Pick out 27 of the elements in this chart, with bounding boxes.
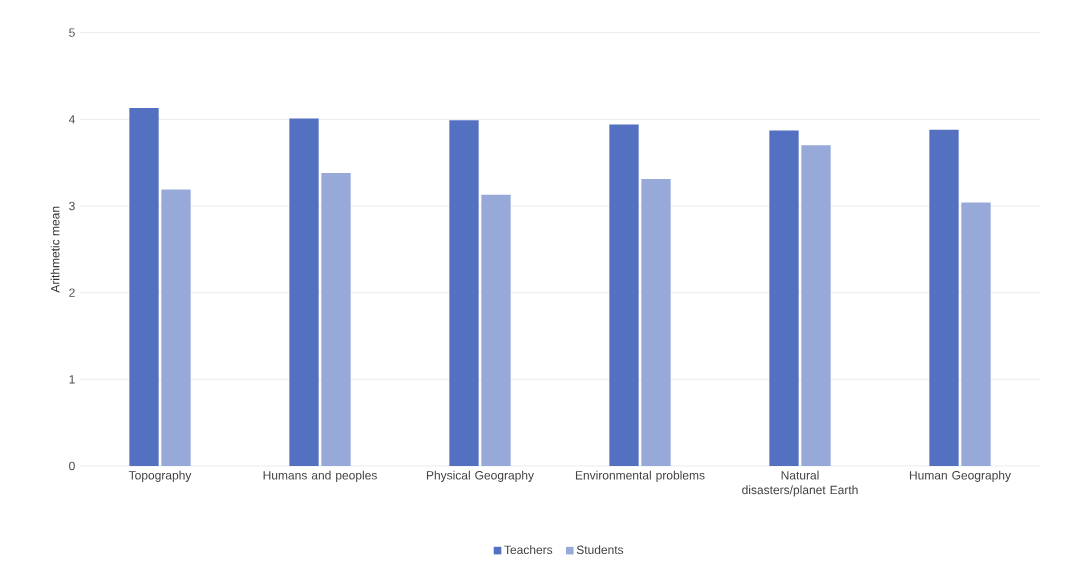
bar (961, 202, 991, 466)
x-tick-label: Natural disasters/planet Earth (742, 470, 858, 497)
bar (609, 124, 639, 466)
x-tick-label: Topography (128, 470, 192, 482)
y-tick-label: 4 (68, 115, 75, 124)
bar (769, 130, 799, 466)
bar (481, 194, 511, 466)
x-tick-label: Physical Geography (426, 470, 534, 482)
bar (289, 118, 319, 466)
bar (161, 189, 191, 466)
x-tick-label: Human Geography (909, 470, 1011, 482)
x-tick-label: Environmental problems (575, 470, 705, 482)
bar (929, 129, 959, 466)
bar (449, 120, 479, 466)
y-tick-label: 1 (69, 375, 75, 384)
y-tick-label: 3 (69, 201, 75, 211)
y-tick-label: 5 (69, 28, 75, 37)
bar (641, 179, 671, 466)
legend-label: Teachers (504, 545, 553, 555)
bar (321, 173, 351, 466)
bar (801, 145, 831, 466)
y-axis-title: Arithmetic mean (50, 206, 60, 293)
x-tick-label: Humans and peoples (263, 470, 377, 482)
y-tick-label: 2 (69, 288, 75, 297)
y-tick-label: 0 (69, 461, 75, 471)
bar (129, 108, 159, 466)
legend-label: Students (576, 545, 624, 555)
